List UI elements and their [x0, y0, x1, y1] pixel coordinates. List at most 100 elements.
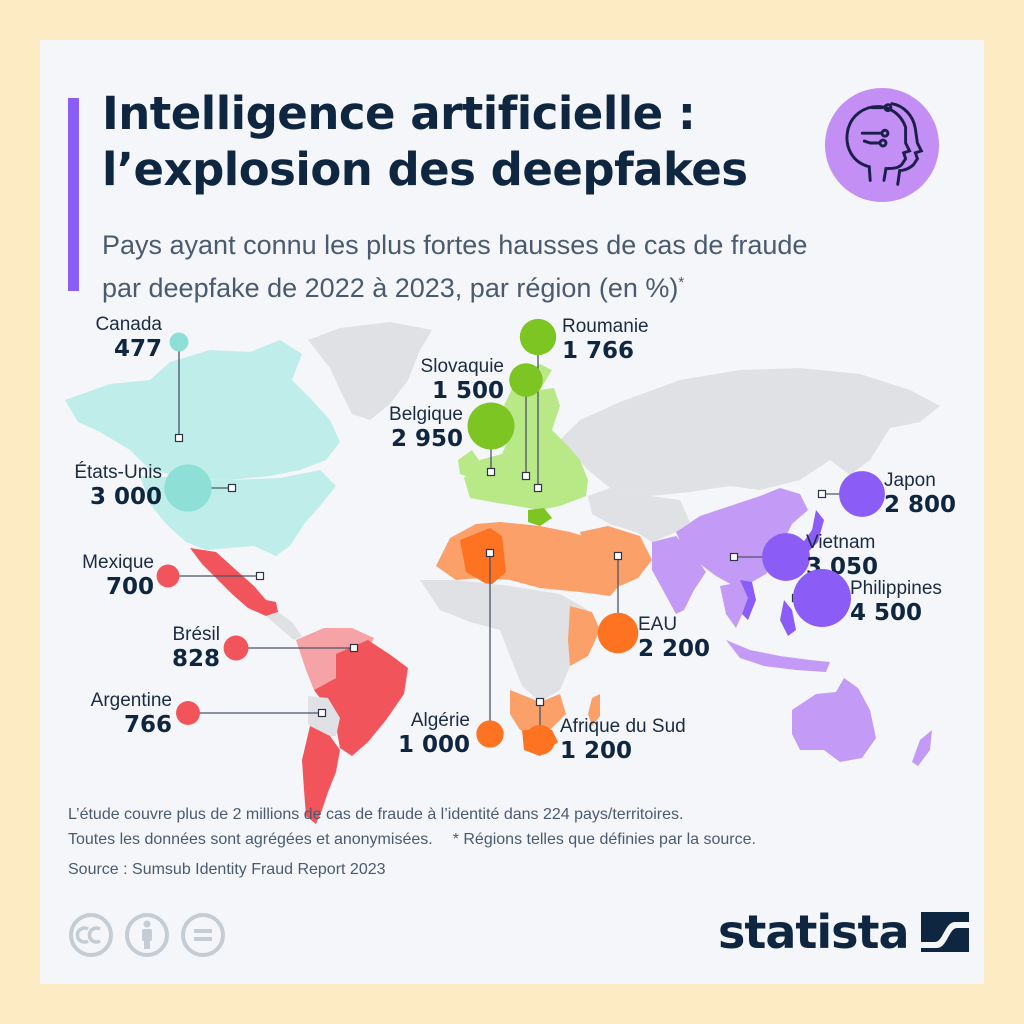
country-label: Afrique du Sud	[560, 716, 686, 737]
south-america-north	[296, 628, 374, 690]
value-label: 3 000	[90, 484, 162, 510]
statista-logo[interactable]: statista	[718, 902, 969, 962]
country-label: Belgique	[389, 404, 463, 425]
subtitle-line-2: par deepfake de 2022 à 2023, par région …	[102, 273, 679, 303]
value-label: 1 000	[398, 732, 470, 758]
country-label: Mexique	[82, 552, 154, 573]
no-derivatives-icon[interactable]	[180, 912, 226, 958]
bubble	[176, 701, 200, 725]
country-label: Algérie	[411, 710, 470, 731]
russia	[560, 368, 940, 496]
accent-bar	[68, 98, 79, 291]
attribution-icon[interactable]	[124, 912, 170, 958]
china-asia	[676, 488, 808, 586]
anchor-marker	[486, 467, 496, 477]
bubble	[762, 533, 810, 581]
indonesia	[726, 640, 830, 672]
value-label: 477	[114, 336, 162, 362]
value-label: 828	[172, 646, 220, 672]
algeria	[460, 528, 506, 586]
anchor-marker	[521, 471, 531, 481]
bubble	[476, 720, 504, 748]
ai-head-icon	[824, 87, 940, 203]
bubble	[519, 318, 557, 356]
country-label: Brésil	[172, 624, 220, 645]
bubble	[169, 332, 189, 352]
country-label: EAU	[638, 614, 677, 635]
bubble	[467, 402, 515, 450]
country-label: Japon	[884, 470, 936, 491]
southeast-asia	[720, 582, 750, 628]
note-line-2: Toutes les données sont agrégées et anon…	[68, 827, 968, 852]
value-label: 2 950	[391, 426, 463, 452]
vietnam	[740, 580, 756, 620]
new-zealand	[912, 730, 932, 766]
title-line-2: l’explosion des deepfakes	[102, 143, 748, 196]
logo-text: statista	[718, 905, 910, 959]
anchor-marker	[485, 548, 495, 558]
source-note: Source : Sumsub Identity Fraud Report 20…	[68, 861, 386, 878]
bubble	[223, 635, 249, 661]
anchor-marker	[174, 433, 184, 443]
north-america-canada	[65, 340, 340, 480]
bubble	[597, 612, 639, 654]
footnote-mark: *	[678, 274, 685, 291]
philippines	[780, 600, 796, 636]
value-label: 700	[106, 574, 154, 600]
value-label: 4 500	[850, 600, 922, 626]
east-africa	[568, 606, 600, 666]
country-label: Roumanie	[562, 316, 649, 337]
anchor-marker	[227, 483, 237, 493]
value-label: 1 766	[562, 338, 634, 364]
subtitle-line-1: Pays ayant connu les plus fortes hausses…	[102, 230, 808, 260]
value-label: 2 200	[638, 636, 710, 662]
bubble	[509, 363, 543, 397]
country-label: Philippines	[850, 578, 942, 599]
anchor-marker	[255, 571, 265, 581]
country-label: Vietnam	[806, 532, 875, 553]
australia	[792, 678, 876, 762]
infographic-card: Intelligence artificielle : l’explosion …	[40, 40, 984, 984]
creative-commons-icon[interactable]	[68, 912, 114, 958]
footnotes: L’étude couvre plus de 2 millions de cas…	[68, 802, 968, 882]
mexico	[190, 548, 278, 616]
romania	[528, 508, 552, 526]
value-label: 1 500	[432, 378, 504, 404]
bubble	[793, 569, 851, 627]
value-label: 2 800	[884, 492, 956, 518]
anchor-marker	[533, 483, 543, 493]
argentina	[302, 726, 340, 824]
value-label: 1 200	[560, 738, 632, 764]
bubble	[164, 464, 212, 512]
note-line-1: L’étude couvre plus de 2 millions de cas…	[68, 806, 684, 823]
note-line-2a: Toutes les données sont agrégées et anon…	[68, 831, 433, 848]
country-label: États-Unis	[74, 462, 162, 483]
central-america	[266, 612, 302, 640]
india	[652, 536, 706, 614]
country-label: Argentine	[91, 690, 172, 711]
value-label: 766	[124, 712, 172, 738]
note-line-2b: * Régions telles que définies par la sou…	[452, 831, 756, 848]
southern-africa-light	[510, 690, 566, 730]
bubble	[156, 564, 180, 588]
bubble	[839, 471, 885, 517]
bubble	[525, 725, 555, 755]
west-central-africa	[420, 580, 588, 702]
anchor-marker	[535, 697, 545, 707]
title-line-1: Intelligence artificielle :	[102, 87, 696, 140]
anchor-marker	[317, 708, 327, 718]
page-title: Intelligence artificielle : l’explosion …	[102, 86, 782, 198]
